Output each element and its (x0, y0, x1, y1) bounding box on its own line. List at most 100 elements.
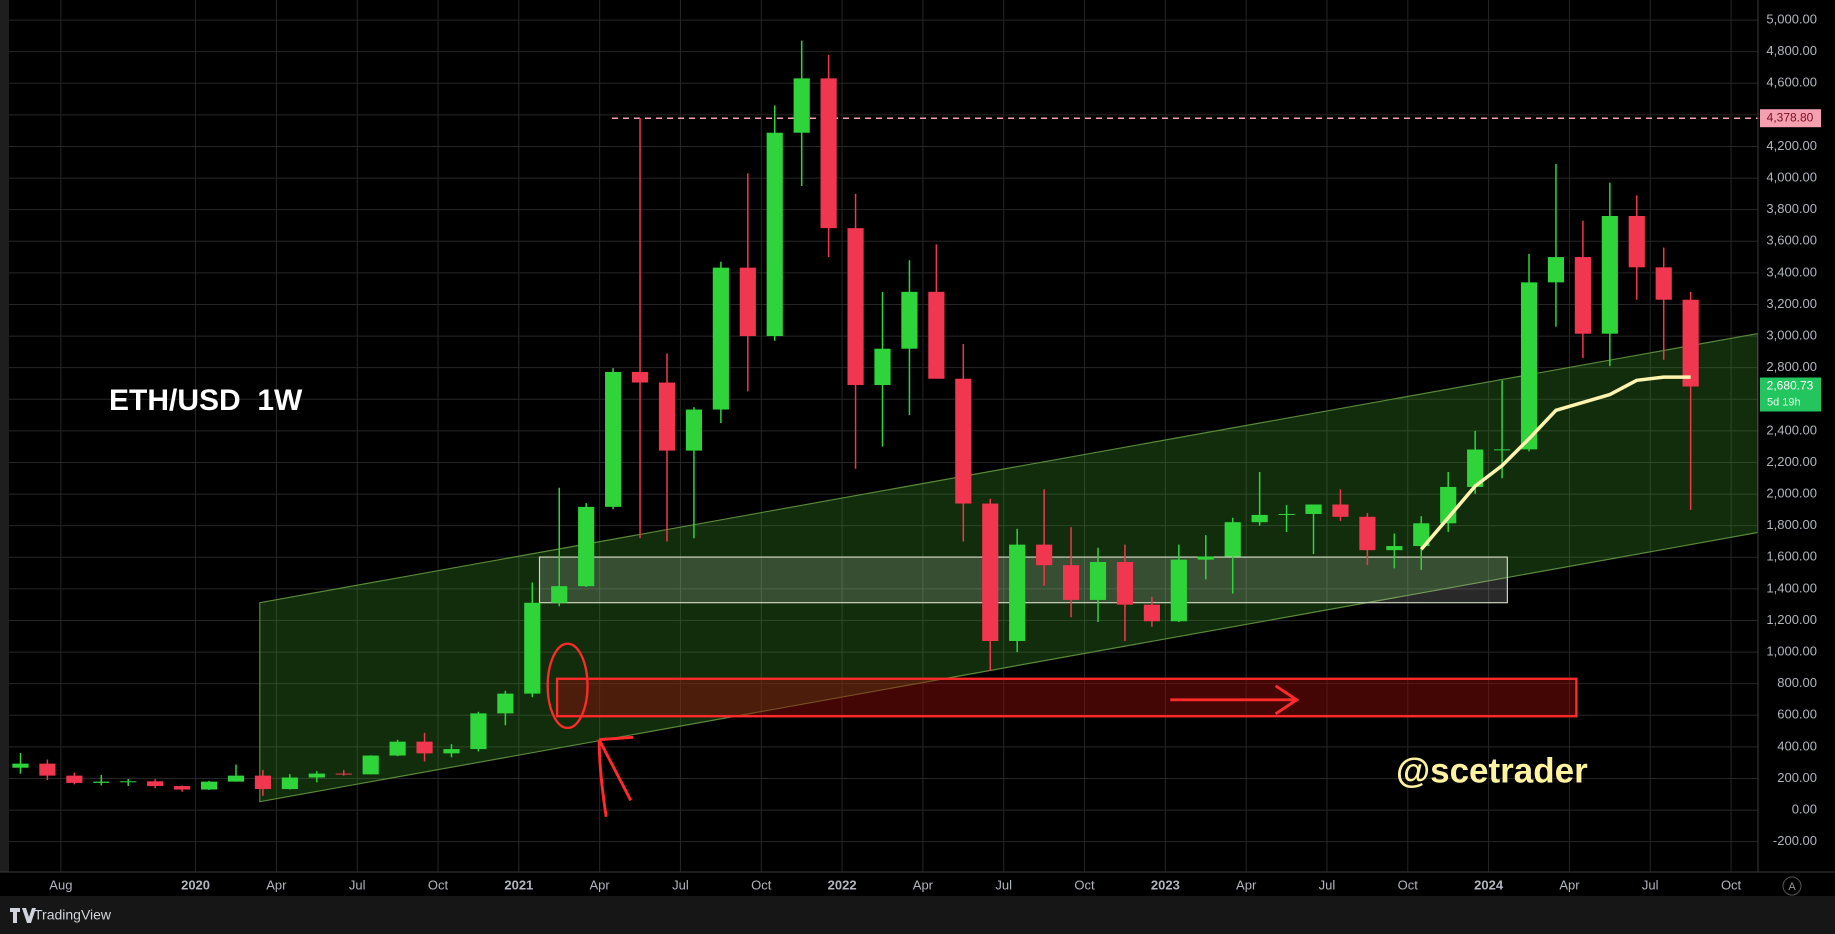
y-tick-label: 4,000.00 (1766, 170, 1817, 185)
y-tick-label: 3,600.00 (1766, 233, 1817, 248)
candle-body (928, 291, 945, 379)
y-tick-label: 400.00 (1777, 738, 1817, 753)
candle-body (1116, 562, 1134, 605)
candle-body (227, 775, 245, 782)
candle-body (605, 371, 622, 507)
y-tick-label: 5,000.00 (1766, 12, 1817, 27)
y-tick-label: -200.00 (1773, 833, 1817, 848)
x-tick-label: 2021 (504, 877, 533, 892)
y-tick-label: 200.00 (1777, 770, 1817, 785)
candle-body (470, 713, 487, 750)
candle-body (308, 773, 325, 778)
candle-body (1089, 562, 1107, 600)
candle-body (631, 371, 649, 383)
candle-body (1143, 604, 1160, 622)
candle-body (39, 763, 56, 776)
x-tick-label: Jul (1642, 877, 1659, 892)
x-tick-label: Aug (49, 877, 72, 892)
x-tick-label: Apr (913, 877, 934, 892)
candle-body (254, 775, 271, 790)
y-tick-label: 3,200.00 (1766, 296, 1817, 311)
candle-body (739, 267, 756, 337)
candle-body (1574, 257, 1591, 334)
candle-body (1547, 257, 1565, 283)
y-tick-label: 0.00 (1792, 802, 1817, 817)
x-tick-label: Jul (672, 877, 689, 892)
overlay (1419, 375, 1691, 551)
x-tick-label: 2023 (1151, 877, 1180, 892)
candle-body (174, 786, 191, 790)
candle-body (1170, 559, 1187, 622)
candle-body (524, 602, 541, 694)
footer (0, 896, 1835, 934)
drawings (259, 332, 1759, 818)
y-tick-label: 3,800.00 (1766, 201, 1817, 216)
candle-body (1413, 523, 1430, 547)
candle-body (1062, 565, 1080, 600)
candle-body (1009, 544, 1026, 642)
y-tick-label: 2,400.00 (1766, 422, 1817, 437)
average-line (1419, 375, 1691, 551)
x-tick-label: Oct (1398, 877, 1419, 892)
x-tick-label: 2022 (828, 877, 857, 892)
symbol-title: ETH/USD 1W (109, 384, 303, 417)
candle-body (12, 763, 29, 768)
candle-body (93, 781, 110, 783)
y-tick-label: 800.00 (1777, 675, 1817, 690)
candle-body (443, 749, 460, 754)
candle-body (281, 777, 298, 790)
candle-body (1197, 556, 1214, 560)
candle-body (847, 228, 864, 386)
candle-body (1036, 544, 1053, 566)
candle-body (793, 78, 810, 133)
candle-body (820, 78, 837, 229)
countdown: 5d 19h (1767, 396, 1801, 408)
candle-body (685, 409, 703, 451)
candle-body (1601, 215, 1618, 334)
demand-zone (555, 677, 1578, 718)
hand-arrow (597, 735, 634, 818)
candle-body (1494, 449, 1511, 451)
logo-text: TradingView (34, 907, 112, 923)
candle-body (578, 506, 595, 587)
zone-arrow (1170, 684, 1300, 716)
x-tick-label: Oct (751, 877, 772, 892)
y-tick-label: 3,000.00 (1766, 328, 1817, 343)
candle-body (200, 781, 218, 790)
candle-body (712, 267, 729, 410)
y-tick-label: 3,400.00 (1766, 264, 1817, 279)
candle-body (955, 378, 972, 504)
auto-scale-button[interactable] (1782, 876, 1802, 896)
x-tick-label: Jul (995, 877, 1012, 892)
y-tick-label: 2,000.00 (1766, 486, 1817, 501)
candle-body (147, 781, 164, 787)
candle-body (1655, 267, 1672, 300)
candle-body (1359, 516, 1376, 551)
x-tick-label: Apr (590, 877, 611, 892)
candle-body (120, 781, 137, 783)
candle-body (1224, 522, 1241, 557)
candle-body (416, 741, 433, 754)
y-tick-label: 4,200.00 (1766, 138, 1817, 153)
x-tick-label: Jul (1319, 877, 1336, 892)
last-price-label: 2,680.73 (1767, 379, 1814, 393)
candle-body (766, 132, 783, 337)
watermark: @scetrader (1396, 751, 1588, 790)
y-tick-label: 1,000.00 (1766, 644, 1817, 659)
candle-body (1305, 504, 1322, 514)
y-tick-label: 1,200.00 (1766, 612, 1817, 627)
y-tick-label: 2,200.00 (1766, 454, 1817, 469)
auto-scale-label[interactable]: A (1788, 881, 1796, 893)
candle-body (658, 382, 676, 451)
axes: -200.00 0.00 200.00 400.00 600.00 800.00 1,000… (49, 12, 1821, 892)
candle-body (1520, 282, 1538, 450)
x-tick-label: 2024 (1474, 877, 1504, 892)
candle-body (1386, 546, 1403, 551)
last-price-bg (1760, 377, 1821, 412)
y-tick-label: 4,800.00 (1766, 43, 1817, 58)
x-tick-label: Oct (1074, 877, 1095, 892)
candles (12, 40, 1699, 796)
x-tick-label: Apr (266, 877, 287, 892)
candle-body (362, 755, 379, 775)
